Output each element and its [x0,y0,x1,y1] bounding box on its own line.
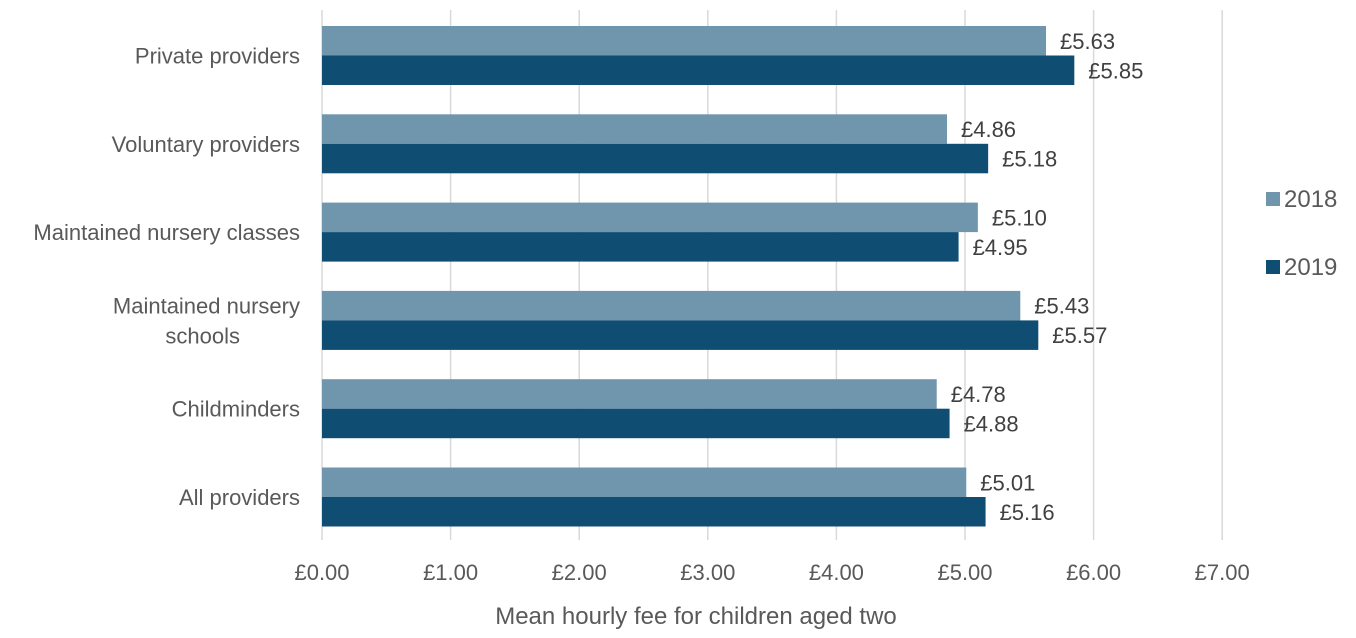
legend-label: 2019 [1284,254,1337,281]
data-label: £4.88 [964,411,1019,436]
bar-2019 [322,143,989,174]
bar-2018 [322,379,937,409]
category-label: All providers [179,485,300,510]
data-label: £5.10 [992,205,1047,230]
bar-2019 [322,55,1075,85]
x-tick-label: £6.00 [1066,560,1121,585]
data-label: £5.57 [1052,323,1107,348]
legend-swatch-2019 [1266,260,1280,274]
bar-2019 [322,497,986,527]
bar-2018 [322,114,947,144]
x-tick-label: £0.00 [294,560,349,585]
category-label: Childminders [172,397,300,422]
bar-2018 [322,26,1047,56]
bar-2019 [322,408,950,439]
data-label: £4.95 [973,235,1028,260]
gridlines [321,10,1223,540]
category-label: Maintained nursery classes [33,220,300,245]
category-label: Private providers [135,44,300,69]
category-labels: Private providers Voluntary providers Main… [33,44,300,511]
category-label: Voluntary providers [112,132,300,157]
legend: 2018 2019 [1266,186,1337,281]
data-label: £5.85 [1088,58,1143,83]
data-label: £4.78 [951,382,1006,407]
x-tick-label: £7.00 [1195,560,1250,585]
legend-label: 2018 [1284,186,1337,213]
x-tick-label: £4.00 [809,560,864,585]
data-labels: £5.63 £5.85 £4.86 £5.18 £5.10 £4.95 £5.43 £5.57… [951,29,1144,525]
bar-2018 [322,290,1021,321]
category-label: Maintained nursery schools [113,293,300,348]
category-label-line: Private providers [135,44,300,69]
x-tick-label: £1.00 [423,560,478,585]
legend-swatch-2018 [1266,192,1280,206]
data-label: £5.16 [1000,500,1055,525]
data-label: £5.63 [1060,29,1115,54]
bar-2018 [322,467,967,497]
category-label-line: Voluntary providers [112,132,300,157]
data-label: £5.01 [980,470,1035,495]
category-label-line: schools [165,323,240,348]
category-label-line: Maintained nursery classes [33,220,300,245]
x-tick-label: £5.00 [937,560,992,585]
bar-2019 [322,232,959,262]
bar-2018 [322,202,978,233]
data-label: £4.86 [961,117,1016,142]
x-axis-title: Mean hourly fee for children aged two [495,603,897,630]
category-label-line: All providers [179,485,300,510]
data-label: £5.18 [1002,147,1057,172]
category-label-line: Childminders [172,397,300,422]
bar-2019 [322,320,1039,350]
category-label-line: Maintained nursery [113,293,300,318]
x-tick-labels: £0.00 £1.00 £2.00 £3.00 £4.00 £5.00 £6.00 £7.00 [294,560,1249,585]
bars [322,26,1075,527]
x-tick-label: £2.00 [552,560,607,585]
x-tick-label: £3.00 [680,560,735,585]
data-label: £5.43 [1034,294,1089,319]
